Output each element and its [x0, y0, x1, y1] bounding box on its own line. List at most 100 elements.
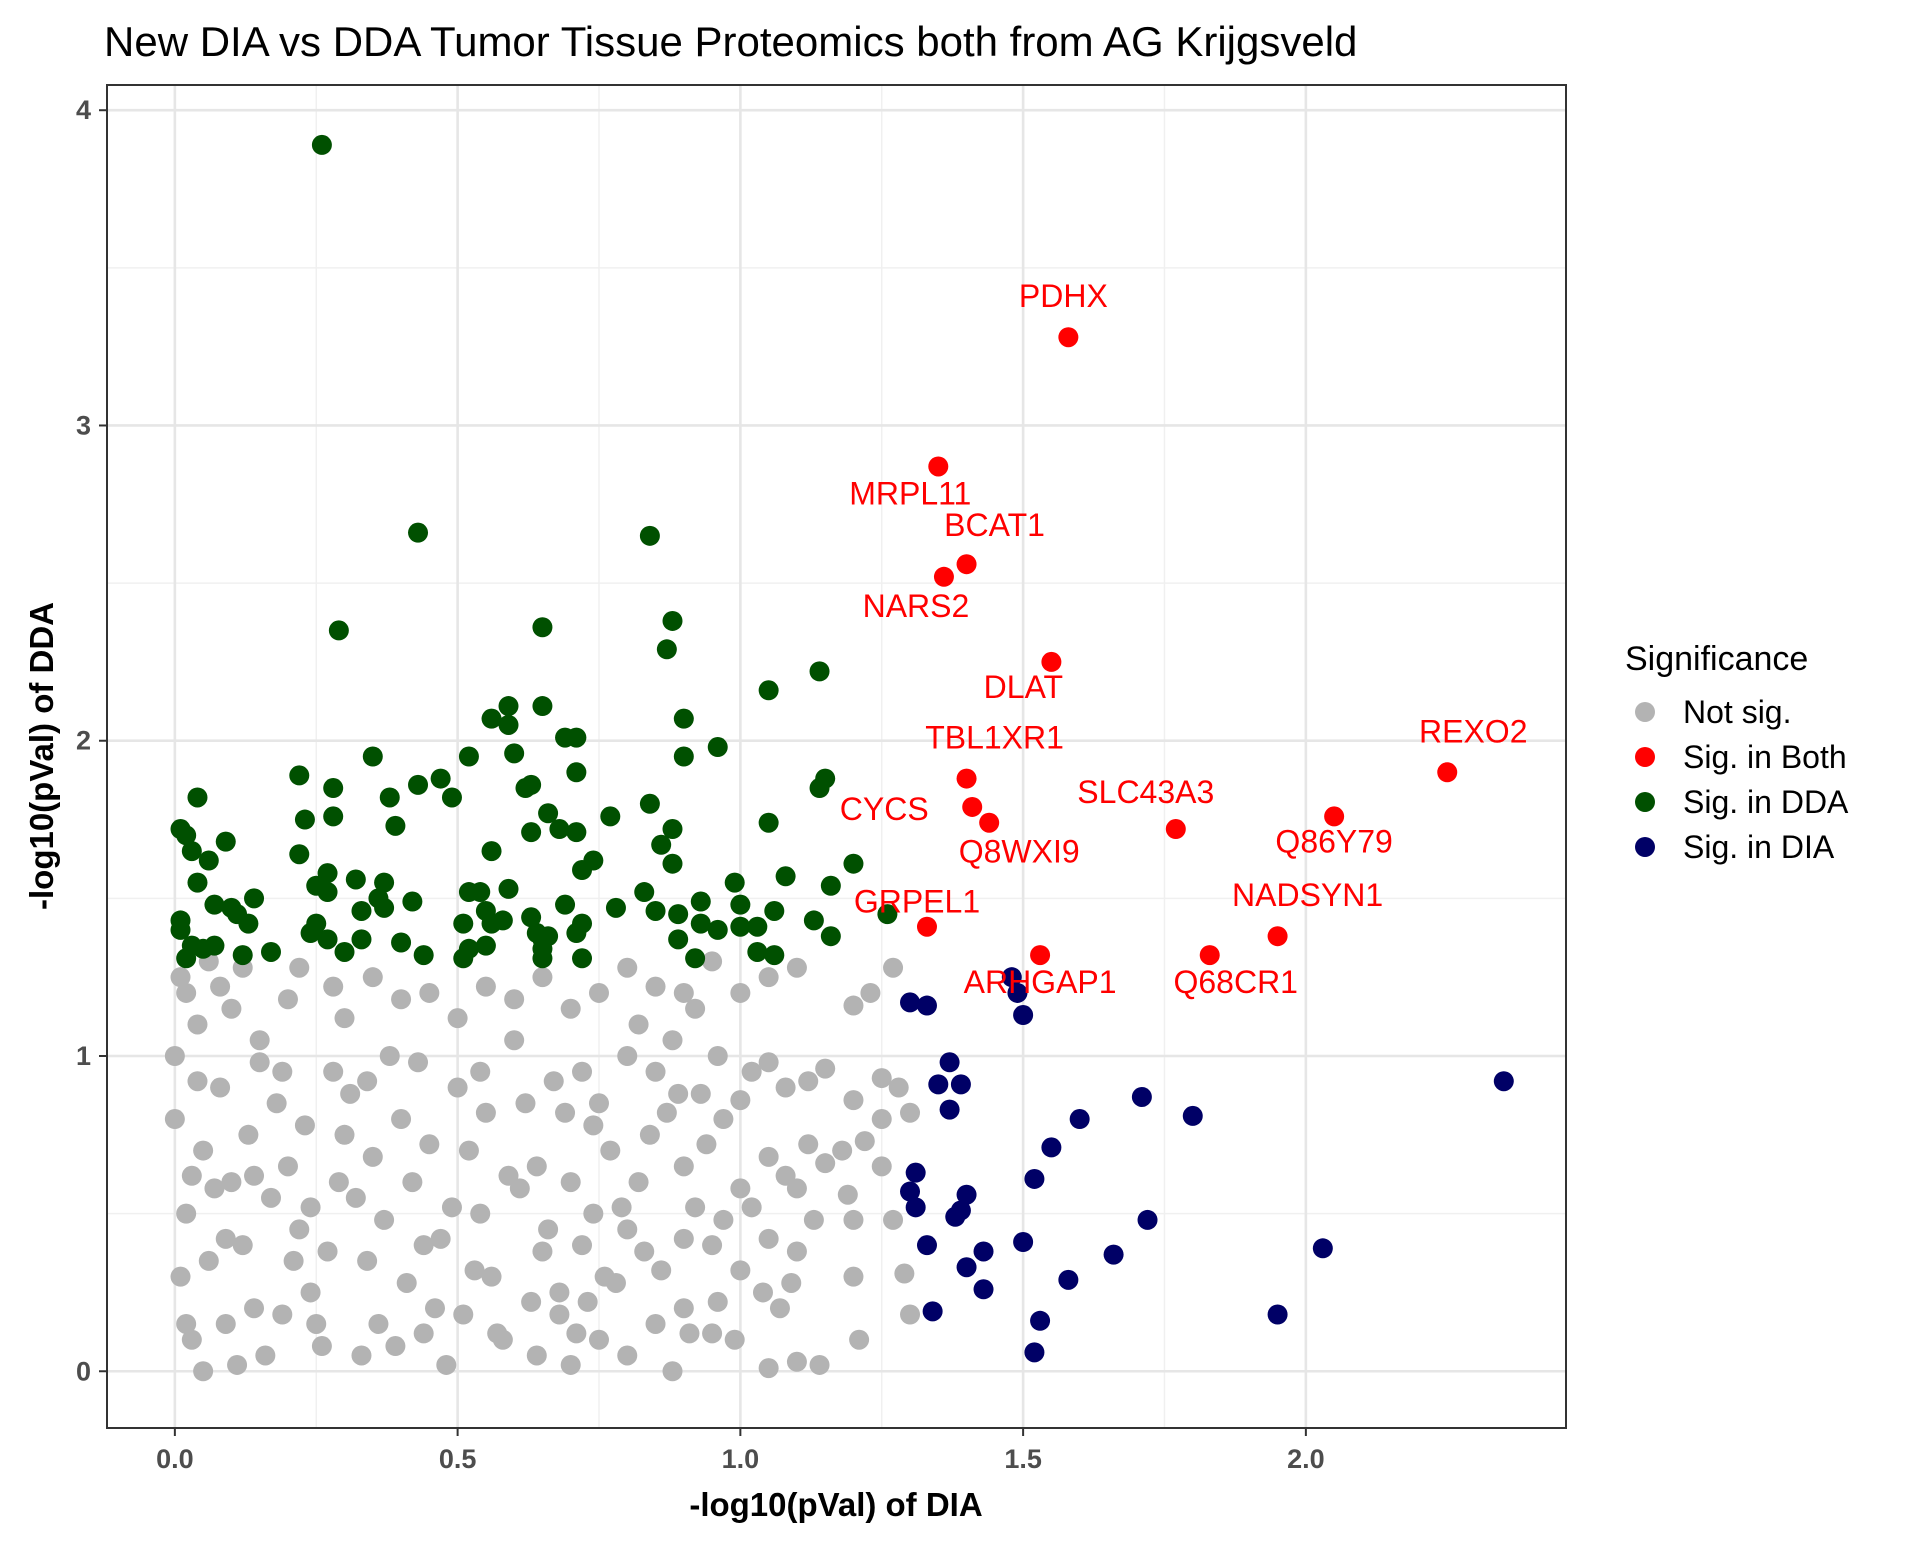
not-sig-point: [577, 1291, 598, 1312]
sig-in-dda-point: [481, 708, 502, 729]
not-sig-point: [843, 1209, 864, 1230]
not-sig-point: [758, 1358, 779, 1379]
point-label: Q86Y79: [1275, 823, 1392, 859]
sig-in-dda-point: [334, 941, 355, 962]
sig-in-dda-point: [730, 894, 751, 915]
not-sig-point: [645, 1061, 666, 1082]
not-sig-point: [447, 1077, 468, 1098]
sig-in-dda-point: [803, 910, 824, 931]
not-sig-point: [453, 1304, 474, 1325]
sig-in-dda-point: [289, 844, 310, 865]
sig-in-dda-point: [572, 859, 593, 880]
sig-in-dia-point: [1312, 1238, 1333, 1259]
not-sig-point: [260, 1187, 281, 1208]
sig-in-dda-point: [555, 894, 576, 915]
sig-in-dia-point: [1024, 1168, 1045, 1189]
sig-in-dda-point: [764, 900, 785, 921]
not-sig-point: [786, 957, 807, 978]
sig-in-dia-point: [1103, 1244, 1124, 1265]
sig-in-both-point: [962, 796, 983, 817]
sig-in-both-point: [1199, 945, 1220, 966]
chart-title: New DIA vs DDA Tumor Tissue Proteomics b…: [104, 18, 1357, 65]
sig-in-dia-point: [1493, 1071, 1514, 1092]
sig-in-dda-point: [198, 850, 219, 871]
not-sig-point: [560, 1172, 581, 1193]
not-sig-point: [628, 1172, 649, 1193]
sig-in-dda-point: [374, 872, 395, 893]
sig-in-dda-point: [351, 929, 372, 950]
not-sig-point: [447, 1008, 468, 1029]
sig-in-both-point: [916, 916, 937, 937]
not-sig-point: [702, 1235, 723, 1256]
sig-in-dda-point: [176, 948, 197, 969]
not-sig-point: [323, 976, 344, 997]
not-sig-point: [549, 1304, 570, 1325]
not-sig-point: [249, 1052, 270, 1073]
sig-in-dda-point: [170, 919, 191, 940]
sig-in-dda-point: [289, 765, 310, 786]
sig-in-dda-point: [176, 825, 197, 846]
sig-in-dda-point: [430, 768, 451, 789]
sig-in-dda-point: [453, 948, 474, 969]
not-sig-point: [673, 982, 694, 1003]
sig-in-dia-point: [939, 1052, 960, 1073]
sig-in-dda-point: [317, 882, 338, 903]
not-sig-point: [340, 1083, 361, 1104]
not-sig-point: [781, 1272, 802, 1293]
not-sig-point: [713, 1209, 734, 1230]
not-sig-point: [588, 1093, 609, 1114]
not-sig-point: [730, 1260, 751, 1281]
not-sig-point: [707, 1045, 728, 1066]
not-sig-point: [673, 1228, 694, 1249]
not-sig-point: [639, 1124, 660, 1145]
not-sig-point: [204, 1178, 225, 1199]
sig-in-dda-point: [408, 774, 429, 795]
y-tick-label: 3: [76, 410, 91, 440]
not-sig-point: [187, 1071, 208, 1092]
sig-in-dda-point: [809, 778, 830, 799]
sig-in-both-point: [1165, 819, 1186, 840]
sig-in-dda-point: [645, 900, 666, 921]
not-sig-point: [803, 1209, 824, 1230]
legend-key: [1635, 792, 1655, 812]
not-sig-point: [871, 1109, 892, 1130]
not-sig-point: [854, 1131, 875, 1152]
not-sig-point: [673, 1298, 694, 1319]
sig-in-dia-point: [973, 1279, 994, 1300]
not-sig-point: [662, 1030, 683, 1051]
not-sig-point: [588, 1329, 609, 1350]
not-sig-point: [583, 1203, 604, 1224]
sig-in-dda-point: [492, 910, 513, 931]
not-sig-point: [441, 1197, 462, 1218]
sig-in-dda-point: [345, 869, 366, 890]
not-sig-point: [249, 1030, 270, 1051]
not-sig-point: [555, 1102, 576, 1123]
sig-in-dda-point: [204, 935, 225, 956]
not-sig-point: [470, 1203, 491, 1224]
point-label: TBL1XR1: [925, 720, 1064, 756]
not-sig-point: [741, 1197, 762, 1218]
not-sig-point: [277, 989, 298, 1010]
not-sig-point: [215, 1313, 236, 1334]
sig-in-dda-point: [408, 522, 429, 543]
not-sig-point: [436, 1354, 457, 1375]
not-sig-point: [549, 1282, 570, 1303]
not-sig-point: [526, 1156, 547, 1177]
not-sig-point: [798, 1134, 819, 1155]
x-tick-label: 0.5: [439, 1444, 477, 1474]
sig-in-dia-point: [956, 1257, 977, 1278]
not-sig-point: [306, 1313, 327, 1334]
x-axis: 0.0 0.5 1.0 1.5 2.0: [156, 1428, 1325, 1474]
not-sig-point: [215, 1228, 236, 1249]
not-sig-point: [323, 1061, 344, 1082]
sig-in-dda-point: [498, 696, 519, 717]
not-sig-point: [532, 967, 553, 988]
sig-in-dda-point: [538, 803, 559, 824]
sig-in-dda-point: [181, 841, 202, 862]
point-label: REXO2: [1419, 713, 1527, 749]
point-label: BCAT1: [944, 507, 1045, 543]
point-label: MRPL11: [849, 475, 971, 511]
not-sig-point: [730, 1178, 751, 1199]
point-label: CYCS: [840, 791, 929, 827]
legend-label: Not sig.: [1683, 694, 1791, 730]
